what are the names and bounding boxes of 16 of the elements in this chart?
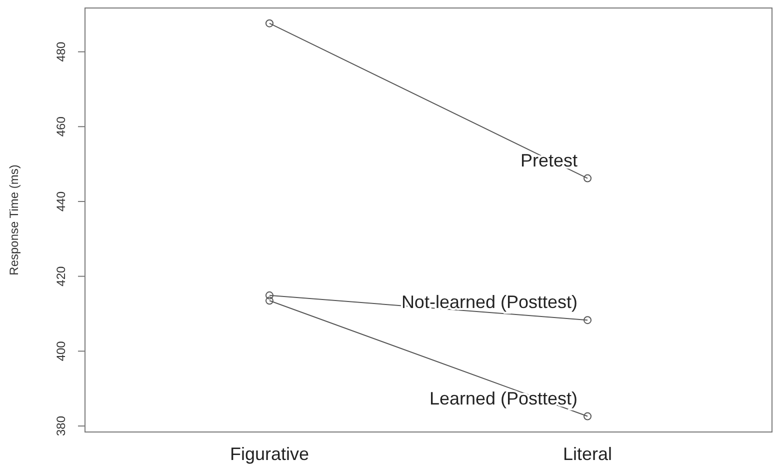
y-tick-label: 380 — [54, 416, 68, 436]
y-tick-label: 440 — [54, 191, 68, 212]
point — [584, 316, 592, 324]
point — [584, 412, 592, 420]
y-tick-label: 420 — [54, 266, 68, 286]
y-tick-label: 400 — [54, 340, 68, 362]
point — [265, 291, 274, 300]
point — [265, 296, 274, 305]
y-tick-label: 480 — [54, 41, 68, 62]
point — [584, 174, 592, 182]
point — [265, 19, 274, 28]
x-tick-label: Figurative — [230, 444, 309, 464]
series-label: Not-learned (Posttest) — [401, 292, 578, 312]
y-axis-title: Response Time (ms) — [7, 164, 21, 276]
x-tick-label: Literal — [563, 444, 612, 464]
y-tick-label: 460 — [54, 116, 68, 137]
